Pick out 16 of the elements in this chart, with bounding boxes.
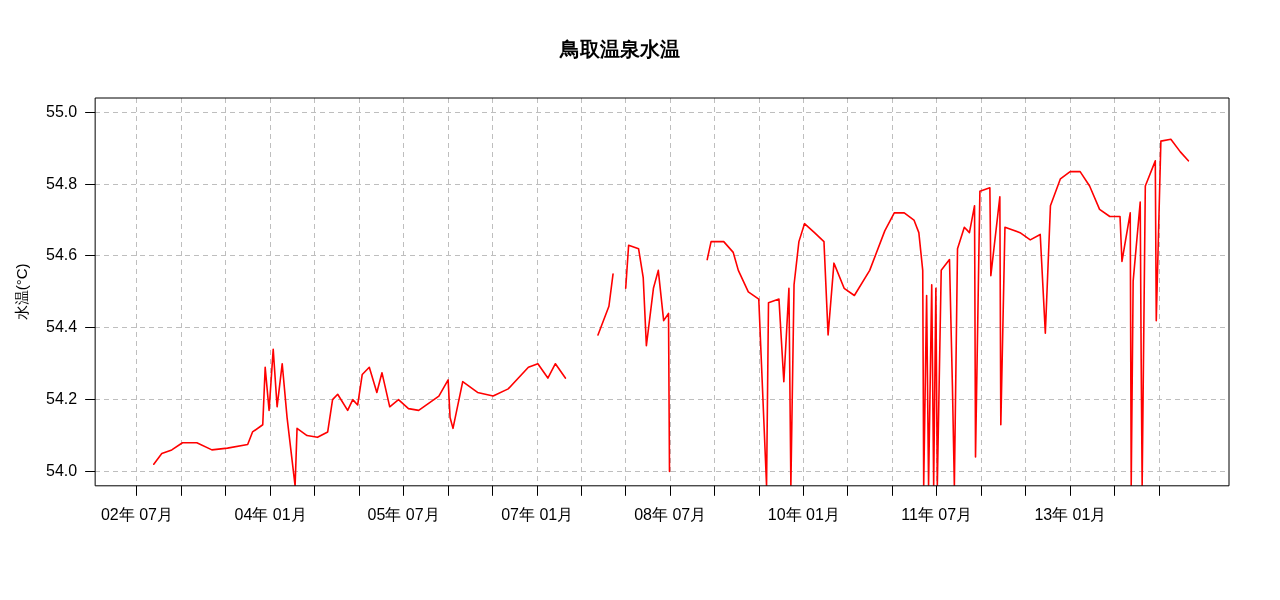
x-tick-label: 02年 07月 [100, 505, 174, 523]
y-tick-label: 54.6 [46, 246, 78, 264]
x-tick-label: 10年 01月 [767, 505, 840, 523]
x-tick-label: 04年 01月 [234, 505, 307, 523]
chart-title: 鳥取温泉水温 [558, 37, 680, 60]
y-tick-label: 54.4 [46, 318, 78, 336]
y-tick-label: 54.8 [46, 174, 78, 192]
x-tick-label: 11年 07月 [901, 505, 973, 523]
y-tick-label: 54.2 [46, 390, 78, 408]
x-tick-label: 13年 01月 [1034, 505, 1107, 523]
y-tick-label: 54.0 [46, 461, 78, 479]
y-axis-title: 水温(°C) [13, 263, 31, 321]
y-tick-label: 55.0 [46, 102, 78, 120]
x-tick-label: 08年 07月 [634, 505, 707, 523]
x-tick-label: 05年 07月 [367, 505, 440, 523]
x-tick-label: 07年 01月 [501, 505, 574, 523]
